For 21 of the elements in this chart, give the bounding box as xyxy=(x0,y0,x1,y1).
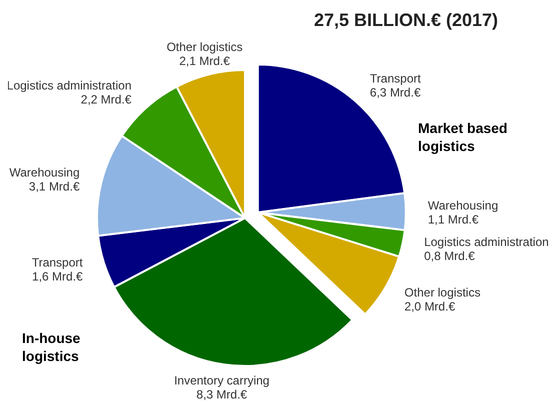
data-label: 3,1 Mrd.€ xyxy=(28,180,80,194)
text: In-house logistics xyxy=(22,330,81,364)
slice-label: Other logistics xyxy=(404,286,480,300)
slice-label: Transport xyxy=(370,72,422,86)
slice-label: Warehousing xyxy=(428,198,498,213)
data-label: 2,1 Mrd.€ xyxy=(179,54,230,68)
data-label: 1,1 Mrd.€ xyxy=(428,212,479,227)
slice-label: Transport xyxy=(32,256,84,270)
slice-label: Logistics administration xyxy=(6,78,132,92)
slice-label: Logistics administration xyxy=(424,235,549,250)
data-label: 8,3 Mrd.€ xyxy=(196,387,248,402)
data-label: 2,2 Mrd.€ xyxy=(80,92,132,106)
data-label: 2,0 Mrd.€ xyxy=(404,300,456,314)
data-label: 0,8 Mrd.€ xyxy=(424,249,476,264)
slice-label: Other logistics xyxy=(166,40,243,54)
data-label: 1,6 Mrd.€ xyxy=(32,270,84,284)
slice-label: Inventory carrying xyxy=(174,373,270,388)
data-label: 6,3 Mrd.€ xyxy=(370,86,421,100)
text: Market based logistics xyxy=(418,120,508,154)
chart-title: 27,5 BILLION.€ (2017) xyxy=(314,10,498,30)
slice-label: Warehousing xyxy=(9,166,80,180)
